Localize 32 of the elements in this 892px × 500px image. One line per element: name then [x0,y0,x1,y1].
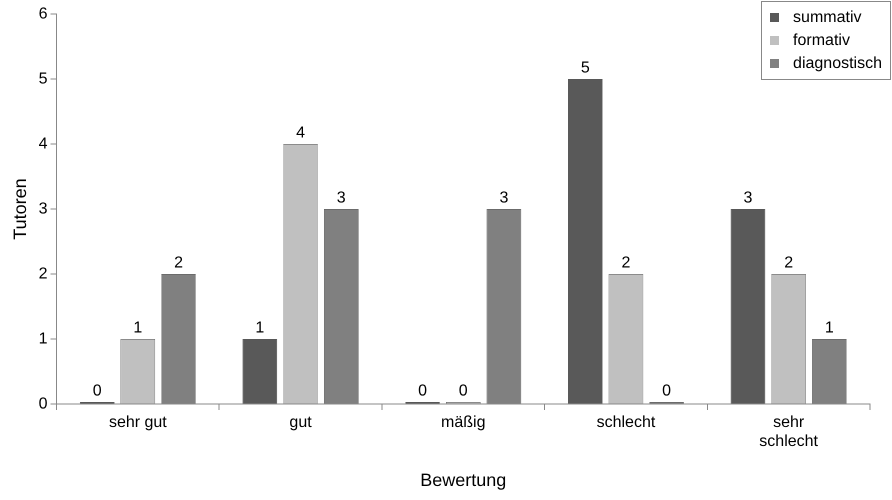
x-tick-label: mäßig [441,414,486,432]
y-axis-title: Tutoren [10,178,30,240]
legend-label: diagnostisch [793,54,882,72]
data-label: 1 [255,319,264,336]
data-label: 1 [133,319,142,336]
data-label: 3 [336,189,346,206]
legend-label: summativ [793,8,862,26]
data-label: 5 [580,59,590,76]
data-label: 2 [174,254,184,272]
data-label: 4 [296,124,306,142]
data-label: 0 [418,382,428,400]
y-tick-label: 4 [38,135,48,152]
x-tick-label: sehr gut [108,414,168,432]
y-tick-label: 2 [38,265,48,282]
y-tick-label: 3 [38,200,48,218]
data-label: 3 [744,189,753,206]
data-label: 3 [499,189,508,206]
x-axis-title: Bewertung [420,470,506,490]
y-tick-label: 5 [38,70,48,88]
data-label: 2 [784,254,794,272]
x-tick-label: sehr schlecht [759,414,819,450]
legend-label: formativ [793,32,850,50]
data-label: 0 [662,382,672,400]
data-label: 0 [458,382,468,400]
y-tick-label: 0 [38,395,48,412]
y-tick-label: 6 [38,5,48,22]
y-tick-label: 1 [38,330,48,348]
x-tick-label: gut [289,414,312,432]
data-label: 1 [824,319,834,336]
x-tick-label: schlecht [596,414,656,432]
data-label: 2 [621,254,630,272]
data-label: 0 [92,382,102,400]
